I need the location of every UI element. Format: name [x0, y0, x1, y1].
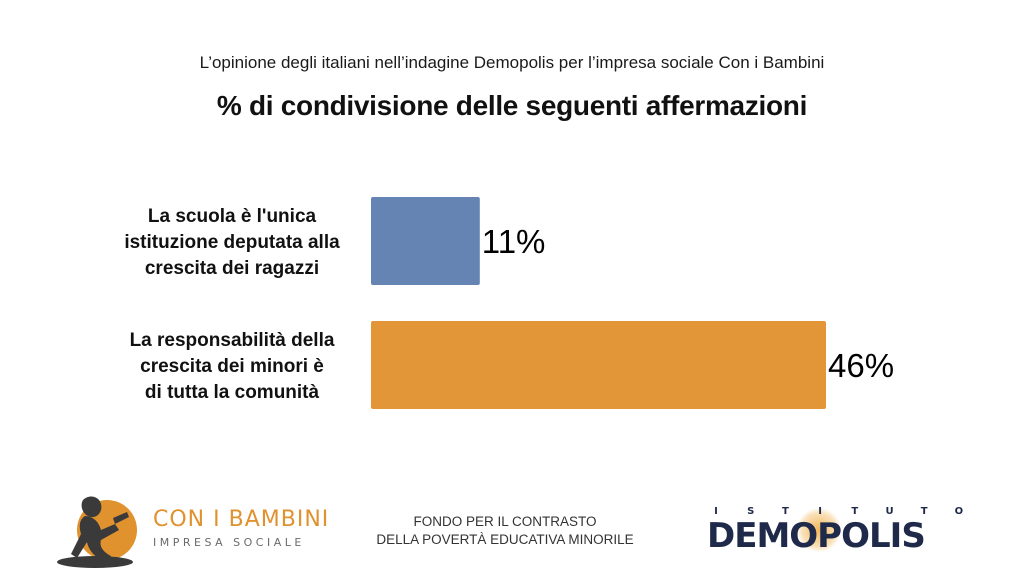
- category-label-line: di tutta la comunità: [145, 382, 320, 403]
- demopolis-name: DEMOPOLIS: [707, 516, 926, 556]
- fund-caption-line2: DELLA POVERTÀ EDUCATIVA MINORILE: [376, 532, 634, 547]
- demopolis-letter: I: [714, 506, 718, 517]
- bar-1: [371, 197, 480, 285]
- category-label-line: La scuola è l'unica: [148, 206, 317, 227]
- fund-caption: FONDO PER IL CONTRASTO DELLA POVERTÀ EDU…: [370, 513, 640, 549]
- demopolis-letter: U: [885, 506, 894, 517]
- brand-subtitle: IMPRESA SOCIALE: [153, 536, 305, 549]
- demopolis-letter: I: [818, 506, 822, 517]
- bar-chart: 11% La scuola è l'unica istituzione deputa…: [124, 197, 894, 409]
- demopolis-letter: T: [851, 506, 859, 517]
- chart-title: % di condivisione delle seguenti afferma…: [216, 90, 808, 121]
- demopolis-letter: O: [954, 506, 964, 517]
- chart-subtitle: L’opinione degli italiani nell’indagine …: [199, 53, 825, 72]
- demopolis-glow-icon: [797, 508, 841, 552]
- bar-value-label: 11%: [482, 223, 546, 260]
- bar-2: [371, 321, 826, 409]
- bar-value-label: 46%: [828, 347, 894, 384]
- fund-caption-line1: FONDO PER IL CONTRASTO: [413, 514, 597, 529]
- con-i-bambini-logo-icon: [57, 496, 137, 568]
- demopolis-letter: T: [920, 506, 928, 517]
- category-label-line: crescita dei minori è: [140, 356, 324, 377]
- category-label-line: istituzione deputata alla: [124, 232, 340, 253]
- category-label-line: La responsabilità della: [130, 330, 335, 351]
- demopolis-letter: S: [747, 506, 755, 517]
- demopolis-logo: I S T I T U T O DEMOPOLIS: [705, 506, 970, 556]
- brand-name: CON I BAMBINI: [153, 507, 330, 532]
- demopolis-letter: T: [781, 506, 789, 517]
- category-label-line: crescita dei ragazzi: [145, 258, 319, 279]
